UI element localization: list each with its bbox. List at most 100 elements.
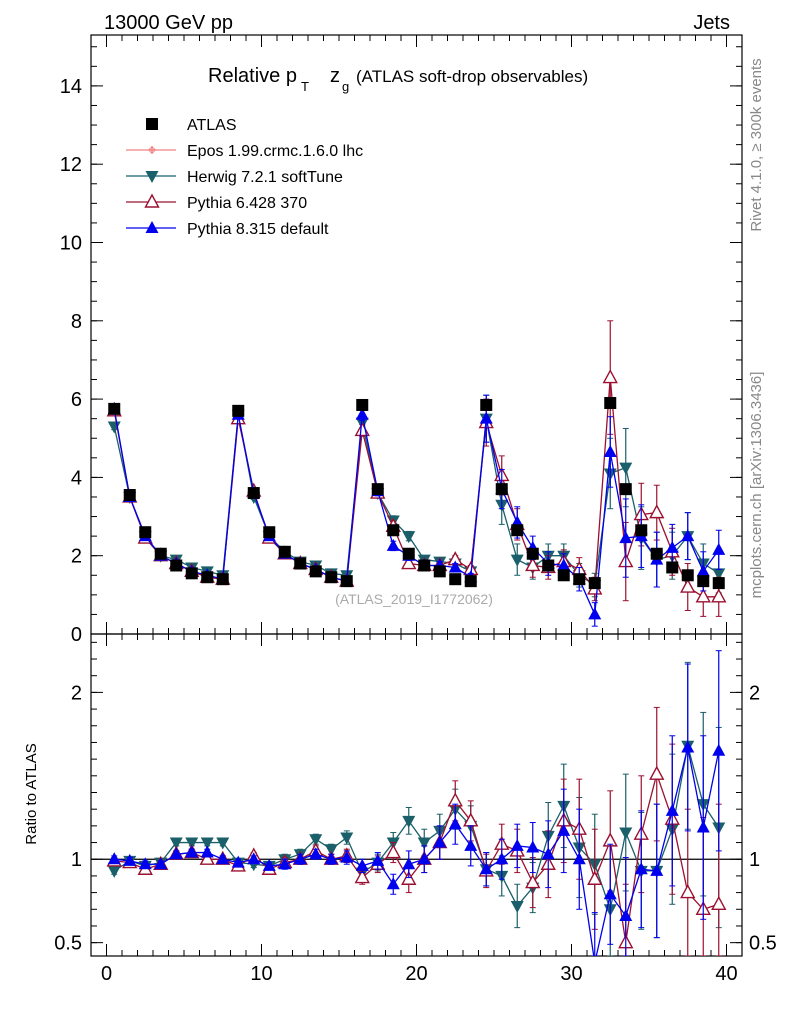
- legend-marker-epos-o: [149, 147, 155, 153]
- atlas-point: [681, 569, 694, 582]
- ratio-ytick-label-right: 2: [749, 682, 760, 704]
- ratio-pythia8-point: [619, 908, 633, 921]
- ratio-ytick-label: 2: [71, 682, 82, 704]
- main-ytick-label: 4: [71, 467, 82, 489]
- atlas-point: [154, 547, 167, 560]
- atlas-point: [573, 573, 586, 586]
- pythia8-point: [665, 540, 679, 553]
- ratio-herwig-point: [619, 827, 633, 840]
- atlas-point: [387, 524, 400, 537]
- ratio-pythia8-point: [464, 838, 478, 851]
- ratio-pythia8-point: [557, 823, 571, 836]
- ratio-pythia8-point: [634, 862, 648, 875]
- ratio-pythia6-point: [401, 870, 417, 885]
- legend-marker-py6: [144, 193, 160, 208]
- pythia6-point: [680, 578, 696, 593]
- atlas-point: [604, 397, 617, 410]
- pythia6-point: [711, 588, 727, 603]
- ratio-pythia8-point: [154, 857, 168, 870]
- atlas-point: [712, 577, 725, 590]
- atlas-point: [309, 565, 322, 578]
- atlas-point: [108, 402, 121, 415]
- main-ytick-label: 14: [60, 76, 82, 98]
- legend-label-atlas: ATLAS: [187, 117, 237, 134]
- pythia6-point: [401, 555, 417, 570]
- pythia6-line: [113, 377, 719, 598]
- ratio-pythia8-point: [169, 847, 183, 860]
- ratio-data: [106, 650, 727, 956]
- ratio-herwig-point: [200, 837, 214, 850]
- atlas-point: [495, 483, 508, 496]
- atlas-point: [650, 547, 663, 560]
- atlas-point: [201, 571, 214, 584]
- main-ytick-label: 0: [71, 624, 82, 646]
- ratio-frame: [90, 633, 743, 957]
- atlas-point: [526, 547, 539, 560]
- ratio-herwig-point: [510, 900, 524, 913]
- xtick-label: 40: [715, 963, 737, 985]
- ratio-pythia8-point: [433, 835, 447, 848]
- ratio-pythia8-point: [541, 847, 555, 860]
- ratio-pythia8-point: [495, 852, 509, 865]
- ratio-pythia8-point: [200, 845, 214, 858]
- pythia8-point: [386, 538, 400, 551]
- ratio-pythia6-point: [711, 895, 727, 910]
- ratio-pythia6-point: [199, 850, 215, 865]
- herwig-point: [619, 462, 633, 475]
- ratio-herwig-point: [340, 832, 354, 845]
- atlas-point: [294, 557, 307, 570]
- ratio-pythia8-point: [650, 863, 664, 876]
- ratio-panel: 0.5 0.51 12 20 10 20 30 40: [54, 633, 777, 985]
- ratio-pythia6-point: [525, 874, 541, 889]
- ratio-pythia8-point: [324, 852, 338, 865]
- atlas-point: [666, 561, 679, 574]
- herwig-point: [510, 554, 524, 567]
- ratio-pythia8-point: [572, 852, 586, 865]
- main-ytick-label: 2: [71, 546, 82, 568]
- ratio-ytick-label-right: 1: [749, 849, 760, 871]
- title-sub-t: T: [301, 79, 309, 94]
- main-ytick-label: 12: [60, 154, 82, 176]
- header-left: 13000 GeV pp: [104, 12, 233, 34]
- ratio-herwig-point: [417, 837, 431, 850]
- ratio-pythia6-point: [385, 844, 401, 859]
- pythia8-point: [479, 411, 493, 424]
- atlas-point: [170, 559, 183, 572]
- xtick-label: 20: [405, 963, 427, 985]
- ratio-pythia8-point: [386, 877, 400, 890]
- main-title: Relative p T z g (ATLAS soft-drop observ…: [208, 65, 588, 94]
- pythia8-point: [588, 607, 602, 620]
- title-rest: (ATLAS soft-drop observables): [356, 67, 588, 86]
- legend-label-epos: Epos 1.99.crmc.1.6.0 lhc: [187, 143, 363, 160]
- ratio-pythia6-point: [649, 765, 665, 780]
- atlas-point: [123, 489, 136, 502]
- ratio-pythia8-point: [278, 857, 292, 870]
- ratio-herwig-point: [169, 837, 183, 850]
- pythia8-point: [557, 558, 571, 571]
- atlas-point: [635, 524, 648, 537]
- ratio-pythia8-point: [231, 855, 245, 868]
- ratio-pythia8-point: [448, 817, 462, 830]
- ratio-pythia8-point: [247, 852, 261, 865]
- pythia8-point: [681, 529, 695, 542]
- rivet-label: Rivet 4.1.0, ≥ 300k events: [748, 58, 765, 231]
- ratio-pythia8-point: [340, 850, 354, 863]
- ratio-pythia8-point: [712, 743, 726, 756]
- herwig-point: [712, 568, 726, 581]
- ratio-pythia8-point: [526, 840, 540, 853]
- ratio-herwig-line: [113, 745, 720, 912]
- atlas-point: [449, 573, 462, 586]
- xtick-label: 0: [101, 963, 112, 985]
- atlas-point: [619, 483, 632, 496]
- ratio-ytick-label-right: 0.5: [749, 933, 777, 955]
- ratio-ylabel: Ratio to ATLAS: [23, 743, 40, 844]
- pythia6-point: [354, 421, 370, 437]
- pythia6-point: [525, 557, 541, 572]
- pythia8-point: [619, 531, 633, 544]
- legend: ATLAS Epos 1.99.crmc.1.6.0 lhc Herwig 7.2.…: [126, 117, 363, 238]
- ratio-herwig-point: [324, 844, 338, 857]
- ratio-pythia8-point: [603, 887, 617, 900]
- ratio-pythia8-point: [417, 852, 431, 865]
- atlas-point: [139, 526, 152, 539]
